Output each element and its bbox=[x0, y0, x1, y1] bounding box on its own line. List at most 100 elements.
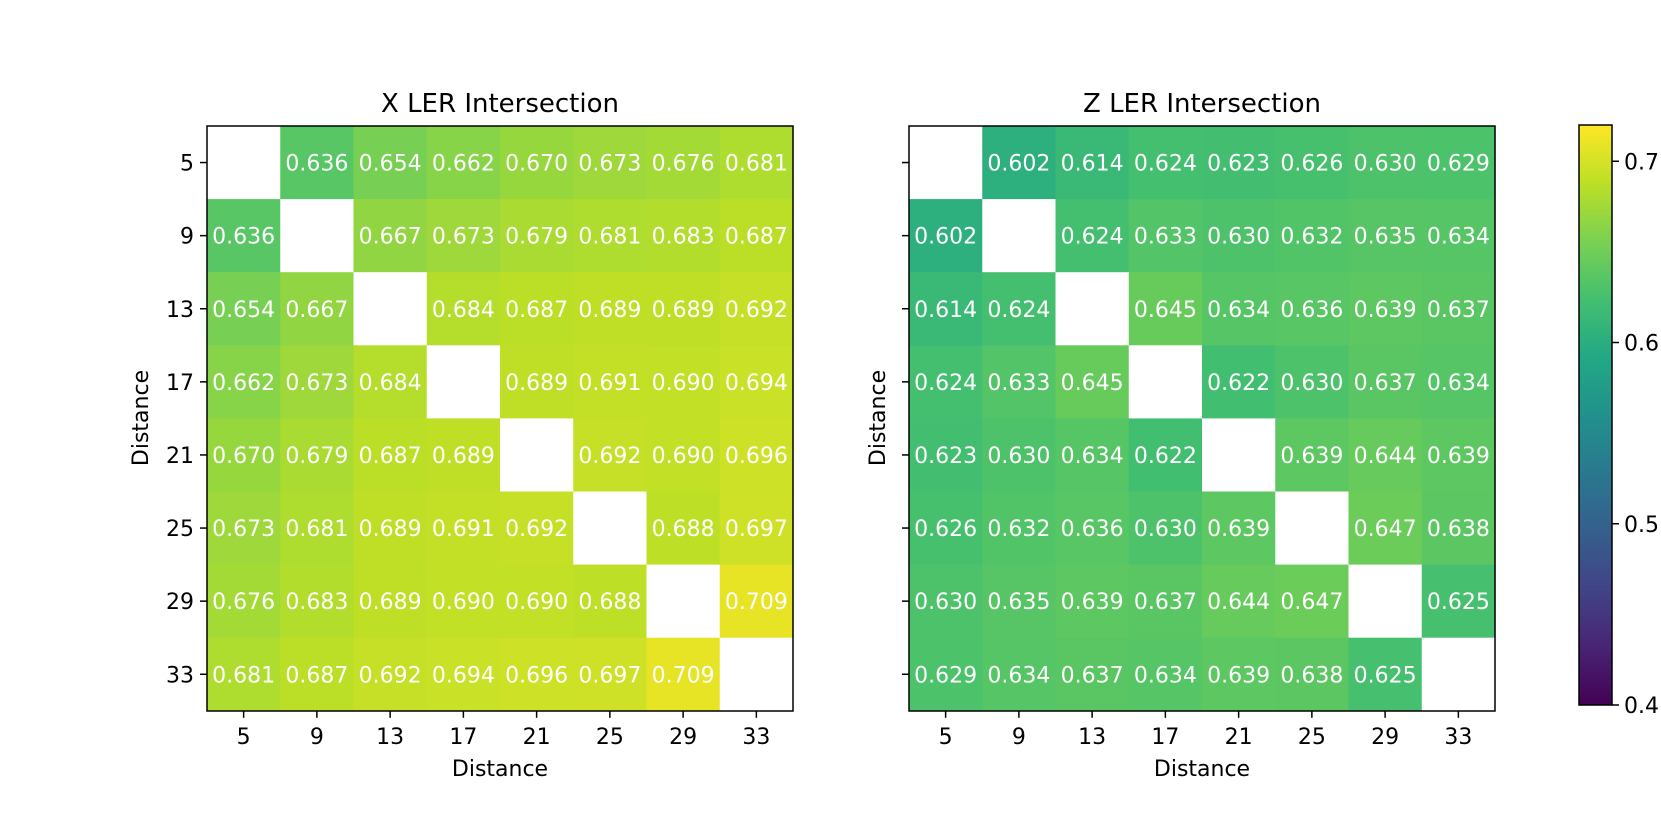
z-ler-cell-label-r0-c6: 0.630 bbox=[1354, 152, 1417, 177]
z-ler-y-axis-label: Distance bbox=[866, 370, 891, 466]
x-ler-cell-label-r3-c5: 0.691 bbox=[578, 371, 641, 396]
z-ler-cell-label-r3-c2: 0.645 bbox=[1061, 371, 1124, 396]
z-ler-cell-r0-c1 bbox=[982, 126, 1057, 200]
z-ler-cell-label-r2-c0: 0.614 bbox=[914, 298, 977, 323]
z-ler-cell-r6-c2 bbox=[1055, 564, 1130, 639]
colorbar-gradient bbox=[1578, 124, 1613, 706]
x-ler-cell-label-r0-c4: 0.670 bbox=[505, 152, 568, 177]
z-ler-cell-label-r5-c4: 0.639 bbox=[1207, 517, 1270, 542]
x-ler-cell-label-r4-c6: 0.690 bbox=[652, 444, 715, 469]
z-ler-cell-label-r0-c3: 0.624 bbox=[1134, 152, 1197, 177]
x-ler-x-tick-label: 5 bbox=[237, 725, 251, 750]
z-ler-x-ticks: 5 9 13 17 21 25 29 33 bbox=[939, 710, 1472, 750]
z-ler-cell-r4-c7 bbox=[1421, 418, 1496, 493]
z-ler-cell-label-r4-c3: 0.622 bbox=[1134, 444, 1197, 469]
x-ler-x-axis-label: Distance bbox=[452, 757, 548, 782]
x-ler-cell-r7-c0 bbox=[207, 637, 281, 712]
z-ler-cell-label-r6-c7: 0.625 bbox=[1427, 590, 1490, 615]
z-ler-cell-label-r1-c0: 0.602 bbox=[914, 225, 977, 250]
x-ler-cell-label-r2-c0: 0.654 bbox=[212, 298, 275, 323]
z-ler-cell-r7-c5 bbox=[1275, 637, 1350, 712]
z-ler-x-tick-label: 29 bbox=[1371, 725, 1399, 750]
x-ler-cell-label-r0-c6: 0.676 bbox=[652, 152, 715, 177]
z-ler-cell-label-r7-c5: 0.638 bbox=[1280, 663, 1343, 688]
z-ler-cell-label-r2-c3: 0.645 bbox=[1134, 298, 1197, 323]
z-ler-cell-label-r3-c1: 0.633 bbox=[987, 371, 1050, 396]
z-ler-cell-label-r3-c6: 0.637 bbox=[1354, 371, 1417, 396]
x-ler-cell-r6-c0 bbox=[207, 564, 281, 639]
x-ler-cell-r3-c6 bbox=[646, 345, 721, 419]
z-ler-cell-r0-c0 bbox=[909, 126, 983, 200]
x-ler-cell-label-r3-c4: 0.689 bbox=[505, 371, 568, 396]
z-ler-cell-label-r2-c1: 0.624 bbox=[987, 298, 1050, 323]
x-ler-cell-r0-c3 bbox=[426, 126, 501, 200]
x-ler-y-tick-label: 33 bbox=[166, 663, 194, 688]
z-ler-cell-label-r5-c7: 0.638 bbox=[1427, 517, 1490, 542]
x-ler-cell-r7-c7 bbox=[719, 637, 794, 712]
z-ler-x-tick-label: 13 bbox=[1078, 725, 1106, 750]
z-ler-cell-r2-c3 bbox=[1128, 272, 1203, 346]
x-ler-cell-r1-c2 bbox=[353, 199, 428, 273]
x-ler-cell-label-r4-c5: 0.692 bbox=[578, 444, 641, 469]
z-ler-cell-r5-c2 bbox=[1055, 491, 1130, 566]
x-ler-y-tick-label: 13 bbox=[166, 298, 194, 323]
x-ler-cell-label-r7-c2: 0.692 bbox=[359, 663, 422, 688]
z-ler-cell-r5-c4 bbox=[1202, 491, 1276, 566]
x-ler-cell-r2-c0 bbox=[207, 272, 281, 346]
x-ler-cell-r0-c7 bbox=[719, 126, 794, 200]
z-ler-cell-r2-c7 bbox=[1421, 272, 1496, 346]
x-ler-cell-label-r5-c6: 0.688 bbox=[652, 517, 715, 542]
x-ler-cell-label-r1-c3: 0.673 bbox=[432, 225, 495, 250]
x-ler-x-ticks: 5 9 13 17 21 25 29 33 bbox=[237, 710, 770, 750]
z-ler-x-tick-label: 25 bbox=[1298, 725, 1326, 750]
colorbar-tick-label: 0.7 bbox=[1624, 150, 1659, 175]
x-ler-cell-r0-c2 bbox=[353, 126, 428, 200]
z-ler-cell-label-r5-c1: 0.632 bbox=[987, 517, 1050, 542]
z-ler-cell-r3-c4 bbox=[1202, 345, 1276, 419]
z-ler-cell-r4-c4 bbox=[1202, 418, 1276, 493]
z-ler-x-tick-label: 21 bbox=[1225, 725, 1253, 750]
z-ler-cell-r0-c6 bbox=[1348, 126, 1423, 200]
x-ler-cell-r7-c4 bbox=[500, 637, 574, 712]
x-ler-cell-r6-c3 bbox=[426, 564, 501, 639]
z-ler-cell-label-r0-c5: 0.626 bbox=[1280, 152, 1343, 177]
x-ler-cell-r7-c5 bbox=[573, 637, 648, 712]
z-ler-cell-r7-c6 bbox=[1348, 637, 1423, 712]
x-ler-cell-r2-c3 bbox=[426, 272, 501, 346]
z-ler-cell-label-r6-c5: 0.647 bbox=[1280, 590, 1343, 615]
x-ler-x-tick-label: 29 bbox=[669, 725, 697, 750]
z-ler-cell-r6-c6 bbox=[1348, 564, 1423, 639]
x-ler-cell-label-r1-c2: 0.667 bbox=[359, 225, 422, 250]
z-ler-cell-label-r6-c3: 0.637 bbox=[1134, 590, 1197, 615]
z-ler-cell-r7-c4 bbox=[1202, 637, 1276, 712]
z-ler-cell-r5-c6 bbox=[1348, 491, 1423, 566]
x-ler-cell-label-r3-c2: 0.684 bbox=[359, 371, 422, 396]
z-ler-cell-r1-c3 bbox=[1128, 199, 1203, 273]
x-ler-cell-r3-c2 bbox=[353, 345, 428, 419]
z-ler-cell-label-r1-c2: 0.624 bbox=[1061, 225, 1124, 250]
z-ler-cell-r7-c7 bbox=[1421, 637, 1496, 712]
z-ler-cell-r6-c5 bbox=[1275, 564, 1350, 639]
z-ler-cell-label-r0-c4: 0.623 bbox=[1207, 152, 1270, 177]
z-ler-cell-r2-c6 bbox=[1348, 272, 1423, 346]
z-ler-cell-r7-c3 bbox=[1128, 637, 1203, 712]
x-ler-cell-r3-c5 bbox=[573, 345, 648, 419]
x-ler-cell-r7-c6 bbox=[646, 637, 721, 712]
z-ler-cell-r5-c7 bbox=[1421, 491, 1496, 566]
z-ler-cell-r3-c5 bbox=[1275, 345, 1350, 419]
x-ler-heatmap-panel: X LER Intersection 0.636 0.654 0.662 0.670 0… bbox=[129, 89, 794, 782]
x-ler-cell-r1-c5 bbox=[573, 199, 648, 273]
z-ler-cell-r0-c7 bbox=[1421, 126, 1496, 200]
x-ler-cell-r5-c3 bbox=[426, 491, 501, 566]
z-ler-cell-r7-c1 bbox=[982, 637, 1057, 712]
x-ler-cell-label-r7-c1: 0.687 bbox=[285, 663, 348, 688]
z-ler-cell-label-r4-c1: 0.630 bbox=[987, 444, 1050, 469]
x-ler-cell-r4-c0 bbox=[207, 418, 281, 493]
z-ler-cell-r3-c7 bbox=[1421, 345, 1496, 419]
z-ler-cell-label-r5-c6: 0.647 bbox=[1354, 517, 1417, 542]
x-ler-cell-label-r5-c7: 0.697 bbox=[725, 517, 788, 542]
x-ler-cell-r6-c5 bbox=[573, 564, 648, 639]
x-ler-cell-label-r6-c1: 0.683 bbox=[285, 590, 348, 615]
z-ler-plot-frame bbox=[908, 125, 1496, 712]
x-ler-cell-label-r0-c2: 0.654 bbox=[359, 152, 422, 177]
